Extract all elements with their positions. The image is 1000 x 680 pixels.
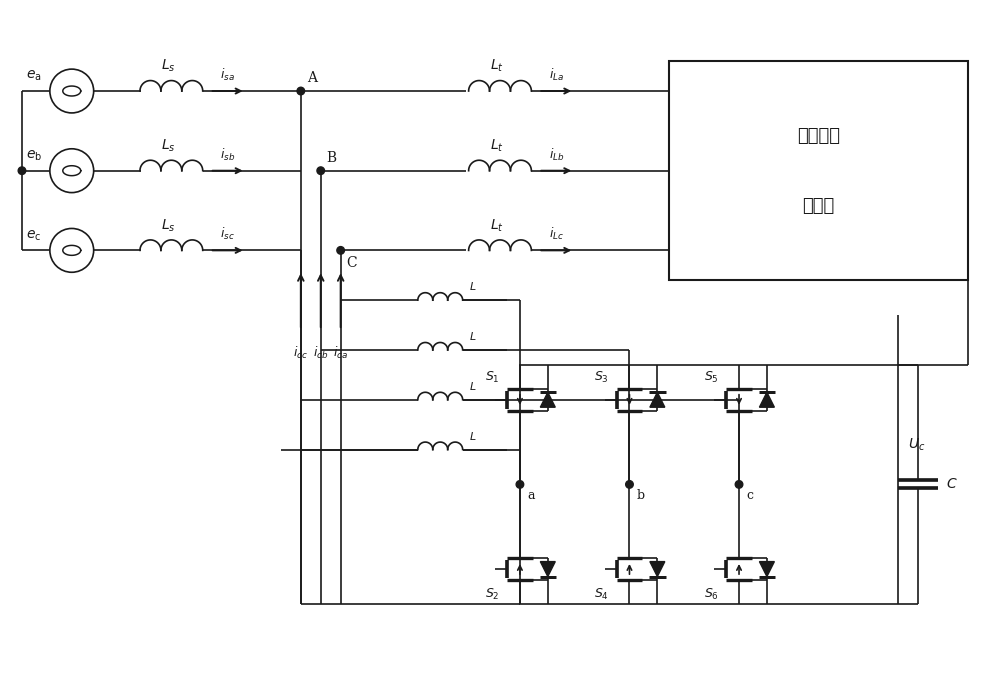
Text: $i_{Lb}$: $i_{Lb}$ [549, 147, 564, 163]
Text: $L_s$: $L_s$ [161, 218, 176, 234]
Text: $U_c$: $U_c$ [908, 437, 926, 453]
Text: $i_{sb}$: $i_{sb}$ [220, 147, 235, 163]
Text: $L_t$: $L_t$ [490, 218, 504, 234]
Text: $e_{\rm c}$: $e_{\rm c}$ [26, 228, 42, 243]
Text: $L_s$: $L_s$ [161, 58, 176, 74]
Text: $i_{sc}$: $i_{sc}$ [220, 226, 235, 243]
Text: 三相非线: 三相非线 [797, 127, 840, 145]
Text: a: a [527, 490, 534, 503]
Polygon shape [759, 562, 774, 577]
Text: A: A [307, 71, 317, 85]
Polygon shape [759, 392, 774, 407]
Text: $S_1$: $S_1$ [485, 371, 499, 386]
Circle shape [297, 87, 305, 95]
Text: 性负载: 性负载 [803, 197, 835, 215]
Circle shape [735, 481, 743, 488]
Polygon shape [540, 562, 555, 577]
Text: $L$: $L$ [469, 280, 476, 292]
Circle shape [317, 167, 325, 175]
Text: $i_{ca}$: $i_{ca}$ [333, 345, 348, 361]
Polygon shape [540, 392, 555, 407]
Text: $L$: $L$ [469, 380, 476, 392]
Text: $L$: $L$ [469, 430, 476, 441]
Circle shape [337, 247, 344, 254]
Circle shape [18, 167, 26, 175]
Text: $e_{\rm a}$: $e_{\rm a}$ [26, 69, 42, 83]
Polygon shape [650, 392, 665, 407]
Bar [669, 61, 968, 280]
Text: b: b [636, 490, 645, 503]
Text: $S_2$: $S_2$ [485, 586, 499, 602]
Text: $i_{sa}$: $i_{sa}$ [220, 67, 235, 83]
Polygon shape [650, 562, 665, 577]
Text: $i_{cc}$: $i_{cc}$ [293, 345, 308, 361]
Text: $S_6$: $S_6$ [704, 586, 719, 602]
Text: $S_5$: $S_5$ [704, 371, 719, 386]
Text: $S_4$: $S_4$ [594, 586, 609, 602]
Text: $i_{cb}$: $i_{cb}$ [313, 345, 328, 361]
Text: $L$: $L$ [469, 330, 476, 342]
Circle shape [516, 481, 524, 488]
Text: $i_{Lc}$: $i_{Lc}$ [549, 226, 564, 243]
Text: c: c [746, 490, 753, 503]
Text: $L_s$: $L_s$ [161, 137, 176, 154]
Text: $L_t$: $L_t$ [490, 58, 504, 74]
Circle shape [626, 481, 633, 488]
Text: $e_{\rm b}$: $e_{\rm b}$ [26, 148, 42, 163]
Text: C: C [347, 256, 357, 270]
Text: $S_3$: $S_3$ [594, 371, 609, 386]
Text: $C$: $C$ [946, 477, 958, 492]
Text: $L_t$: $L_t$ [490, 137, 504, 154]
Text: B: B [327, 151, 337, 165]
Text: $i_{La}$: $i_{La}$ [549, 67, 564, 83]
